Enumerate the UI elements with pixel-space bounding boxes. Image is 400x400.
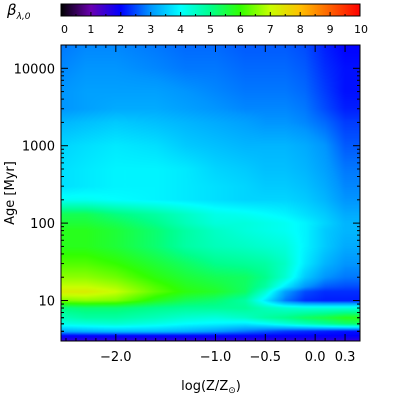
colorbar-tick-label: 1	[87, 23, 94, 36]
colorbar-tick-label: 0	[61, 23, 68, 36]
y-tick-label: 10000	[14, 62, 55, 77]
colorbar-tick-label: 4	[177, 23, 184, 36]
colorbar-tick-label: 2	[117, 23, 124, 36]
colorbar-tick-label: 8	[297, 23, 304, 36]
x-tick-label: −1.0	[200, 350, 232, 365]
colorbar-label-symbol: β	[6, 1, 17, 19]
colorbar-label-subscript: λ,0	[16, 12, 31, 22]
colorbar-ticks: 0 1 2 3 4 5 6 7 8 9 10	[60, 12, 368, 36]
y-tick-label: 100	[30, 217, 55, 232]
x-axis-title-sub: ⊙	[228, 386, 236, 396]
colorbar-gradient	[61, 4, 360, 16]
x-axis-title-prefix: log(Z/Z	[181, 379, 228, 394]
x-tick-label: 0.3	[335, 350, 356, 365]
colorbar-label: βλ,0	[6, 1, 31, 22]
x-axis-title: log(Z/Z⊙)	[181, 379, 241, 396]
plot-frame	[60, 44, 361, 342]
y-tick-label: 10	[38, 295, 55, 310]
heatmap-image	[61, 45, 360, 341]
colorbar-tick-label: 10	[354, 23, 368, 36]
y-axis-ticks: 10 100 1000 10000	[14, 44, 360, 342]
colorbar-tick-label: 9	[327, 23, 334, 36]
x-tick-label: 0.0	[305, 350, 326, 365]
x-tick-label: −0.5	[250, 350, 282, 365]
y-tick-label: 1000	[22, 140, 55, 155]
colorbar-tick-label: 3	[147, 23, 154, 36]
x-tick-label: −2.0	[100, 350, 132, 365]
colorbar-tick-label: 7	[267, 23, 274, 36]
x-axis-title-suffix: )	[236, 379, 241, 394]
colorbar-tick-label: 6	[237, 23, 244, 36]
colorbar-tick-label: 5	[207, 23, 214, 36]
y-axis-title: Age [Myr]	[3, 161, 18, 225]
x-axis-ticks: −2.0 −1.0 −0.5 0.0 0.3	[65, 45, 356, 365]
